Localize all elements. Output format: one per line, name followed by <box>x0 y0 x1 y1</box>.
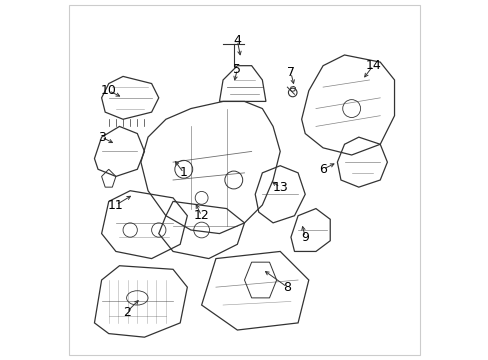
Text: 12: 12 <box>193 209 209 222</box>
Text: 8: 8 <box>283 281 291 294</box>
Text: 11: 11 <box>108 198 123 212</box>
Text: 5: 5 <box>233 63 241 76</box>
Text: 2: 2 <box>122 306 130 319</box>
Text: 10: 10 <box>101 84 117 97</box>
Text: 3: 3 <box>98 131 105 144</box>
Text: 9: 9 <box>301 231 308 244</box>
Text: 4: 4 <box>233 34 241 47</box>
Text: 13: 13 <box>272 181 287 194</box>
Text: 1: 1 <box>180 166 187 179</box>
Text: 6: 6 <box>319 163 326 176</box>
Text: 14: 14 <box>365 59 380 72</box>
Text: 7: 7 <box>286 66 294 79</box>
